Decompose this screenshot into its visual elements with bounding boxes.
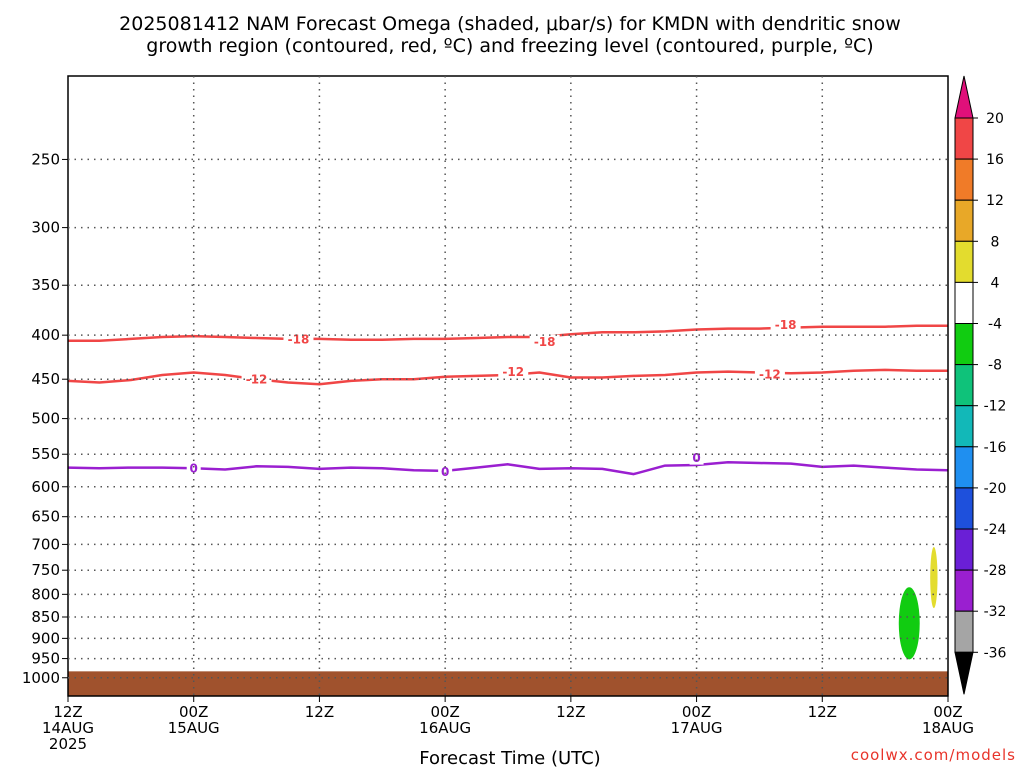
y-tick-label-700: 700 (31, 535, 60, 553)
y-tick-label-950: 950 (31, 650, 60, 668)
colorbar-swatch-3 (954, 240, 974, 283)
colorbar-swatch-4 (954, 281, 974, 324)
contour-label-0-2: -18 (775, 318, 797, 332)
colorbar-tick-label-7: -12 (984, 399, 1007, 415)
x-axis-title: Forecast Time (UTC) (419, 748, 600, 768)
colorbar-swatch-2 (954, 199, 974, 242)
y-tick-label-350: 350 (31, 276, 60, 294)
y-tick-label-300: 300 (31, 219, 60, 237)
colorbar-swatch-6 (954, 364, 974, 407)
colorbar-tick-label-6: -8 (988, 358, 1002, 374)
axis-ticks: 250 300 350 400 450 500 550 600 650 700 750 800 850 9… (22, 150, 974, 753)
x-tick-label-0-1: 12Z (53, 703, 82, 721)
y-tick-label-750: 750 (31, 561, 60, 579)
contour-line-0 (68, 324, 948, 342)
colorbar: 20 16 12 8 4 -4 -8 -12 -16 -20 -24 -28 -32 -36 (954, 75, 1007, 695)
contour-label-2-1: 0 (441, 465, 449, 479)
x-tick-label-1-2: 15AUG (168, 719, 220, 737)
colorbar-swatch-0 (954, 117, 974, 160)
x-tick-label-3-2: 16AUG (419, 719, 471, 737)
y-tick-label-800: 800 (31, 585, 60, 603)
colorbar-tick-label-5: -4 (988, 317, 1002, 333)
colorbar-swatch-8 (954, 446, 974, 489)
contour-label-2-0: 0 (190, 462, 198, 476)
colorbar-tick-label-10: -24 (984, 522, 1007, 538)
shaded-region-omega-positive (930, 547, 938, 609)
colorbar-swatch-10 (954, 528, 974, 571)
plot-frame (67, 75, 949, 697)
colorbar-swatch-5 (954, 323, 974, 366)
y-tick-label-600: 600 (31, 478, 60, 496)
x-tick-label-5-1: 00Z (682, 703, 711, 721)
contour-label-1-2: -12 (759, 368, 781, 382)
contour-label-0-1: -18 (534, 335, 556, 349)
chart-title-line2: growth region (contoured, red, ºC) and f… (146, 35, 873, 57)
terrain-band (68, 671, 948, 696)
y-tick-label-1000: 1000 (22, 669, 60, 687)
colorbar-tick-label-12: -32 (984, 604, 1007, 620)
colorbar-tick-label-3: 8 (991, 234, 1000, 250)
y-tick-label-550: 550 (31, 445, 60, 463)
colorbar-tick-label-13: -36 (984, 645, 1007, 661)
colorbar-bottom-cap (954, 651, 974, 695)
contour-label-0-0: -18 (288, 332, 310, 346)
colorbar-tick-label-4: 4 (991, 275, 1000, 291)
colorbar-swatch-1 (954, 158, 974, 201)
contour-label-2-2: 0 (692, 451, 700, 465)
colorbar-tick-label-2: 12 (986, 193, 1004, 209)
contour-label-bg-2-1 (438, 464, 453, 479)
y-tick-label-900: 900 (31, 629, 60, 647)
colorbar-swatch-9 (954, 487, 974, 530)
colorbar-swatch-12 (954, 610, 974, 653)
colorbar-top-cap (954, 75, 974, 119)
y-tick-label-250: 250 (31, 150, 60, 168)
colorbar-tick-label-1: 16 (986, 152, 1004, 168)
colorbar-swatch-7 (954, 405, 974, 448)
contour-label-1-1: -12 (502, 365, 524, 379)
contour-label-bg-1-1 (498, 364, 529, 379)
y-tick-label-500: 500 (31, 410, 60, 428)
colorbar-tick-label-0: 20 (986, 111, 1004, 127)
grid (68, 76, 948, 696)
colorbar-tick-label-8: -16 (984, 440, 1007, 456)
x-tick-label-6-1: 12Z (808, 703, 837, 721)
contour-label-bg-0-1 (529, 334, 560, 349)
contour-label-bg-0-0 (283, 331, 314, 346)
chart-title-line1: 2025081412 NAM Forecast Omega (shaded, μ… (119, 13, 901, 35)
colorbar-tick-label-9: -20 (984, 481, 1007, 497)
x-tick-label-2-1: 12Z (305, 703, 334, 721)
contour-label-bg-2-0 (186, 461, 201, 476)
x-tick-label-3-1: 00Z (430, 703, 459, 721)
y-tick-label-400: 400 (31, 326, 60, 344)
plot-area: -18 -18-18-12-12 -120 00 (67, 75, 949, 697)
x-tick-label-4-1: 12Z (556, 703, 585, 721)
x-tick-label-1-1: 00Z (179, 703, 208, 721)
contour-label-bg-1-2 (754, 367, 785, 382)
contour-line-2 (67, 461, 949, 476)
y-tick-label-850: 850 (31, 608, 60, 626)
shaded-region-omega-negative (898, 587, 920, 660)
y-tick-label-450: 450 (31, 370, 60, 388)
contour-label-bg-0-2 (770, 317, 801, 332)
y-tick-label-650: 650 (31, 508, 60, 526)
colorbar-swatch-11 (954, 569, 974, 612)
x-tick-label-0-2: 14AUG (42, 719, 94, 737)
colorbar-tick-label-11: -28 (984, 563, 1007, 579)
x-tick-label-7-2: 18AUG (922, 719, 974, 737)
x-tick-label-5-2: 17AUG (671, 719, 723, 737)
x-tick-label-0-3: 2025 (49, 735, 87, 753)
x-tick-label-7-1: 00Z (933, 703, 962, 721)
credit-text: coolwx.com/models (851, 746, 1016, 764)
